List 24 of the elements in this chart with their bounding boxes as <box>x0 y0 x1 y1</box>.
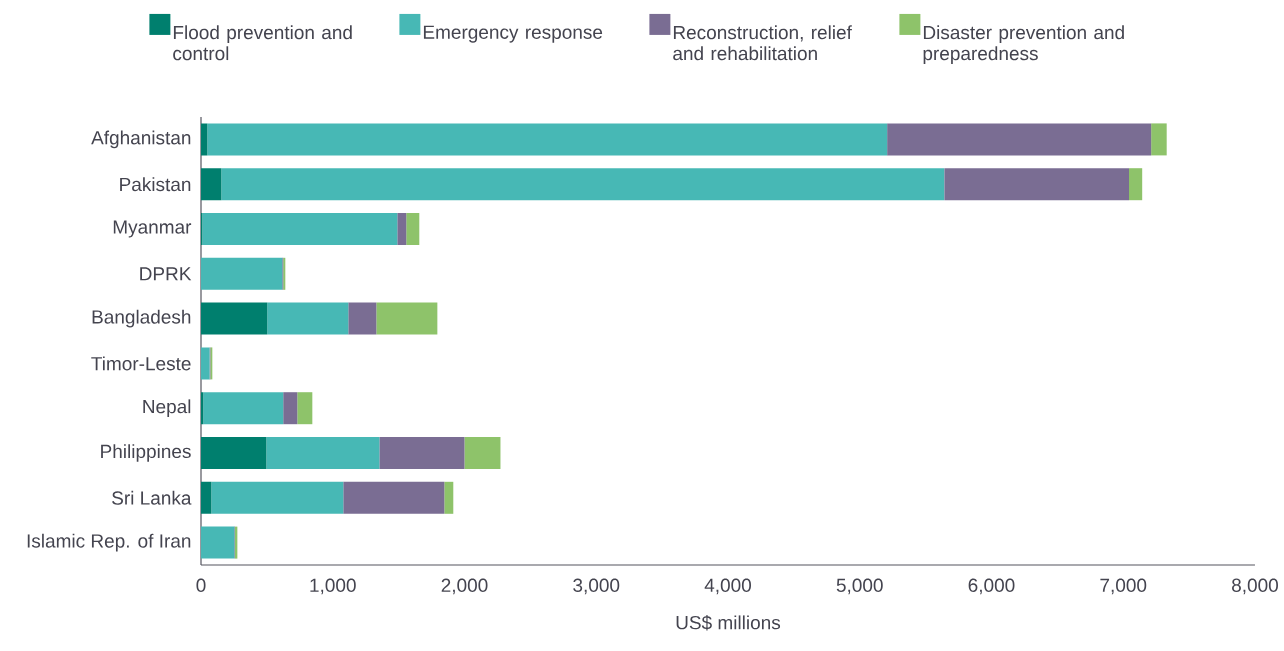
legend-label: Flood prevention and control <box>173 25 352 61</box>
y-tick-label: DPRK <box>140 267 192 281</box>
y-tick-label: Pakistan <box>120 177 191 192</box>
x-tick-label: 4,000 <box>704 578 751 595</box>
x-axis-title: US$ millions <box>676 615 781 631</box>
legend-label: Emergency response <box>423 25 603 43</box>
x-tick-label: 8,000 <box>1232 578 1278 595</box>
y-tick-label: Sri Lanka <box>112 490 192 505</box>
y-tick-label: Bangladesh <box>92 309 191 328</box>
x-tick-label: 7,000 <box>1100 578 1147 595</box>
x-tick-label: 6,000 <box>968 578 1015 595</box>
legend-label: Reconstruction, relief and rehabilitation <box>673 25 852 61</box>
y-tick-label: Afghanistan <box>91 130 191 149</box>
y-tick-label: Myanmar <box>113 220 192 238</box>
y-tick-label: Nepal <box>143 399 191 418</box>
x-tick-label: 3,000 <box>573 578 620 595</box>
x-tick-label: 2,000 <box>441 578 488 595</box>
y-tick-label: Timor-Leste <box>91 356 191 371</box>
x-tick-label: 1,000 <box>310 578 356 595</box>
y-tick-label: Islamic Rep. of Iran <box>27 533 191 552</box>
y-tick-label: Philippines <box>101 444 191 462</box>
x-tick-label: 5,000 <box>836 578 883 595</box>
x-tick-label: 0 <box>196 578 206 592</box>
legend-label: Disaster prevention and preparedness <box>923 25 1124 64</box>
